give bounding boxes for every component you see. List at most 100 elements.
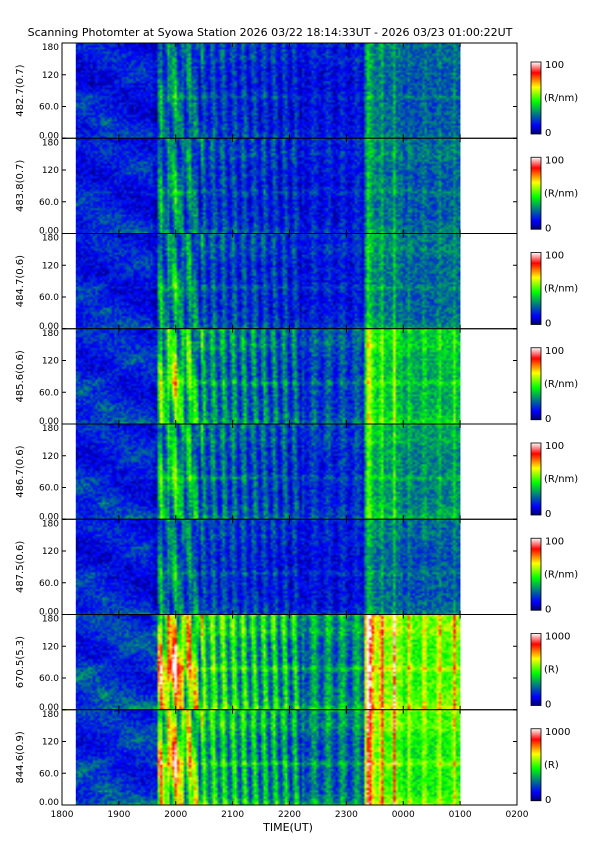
y-tick-label: 180 — [42, 138, 59, 148]
y-tick-label: 0.00 — [39, 512, 59, 522]
y-tick-label: 120 — [42, 357, 59, 367]
y-tick-label: 0.00 — [39, 798, 59, 808]
y-tick-label: 180 — [42, 329, 59, 339]
heatmap-0 — [75, 43, 461, 139]
x-tick-label: 2200 — [278, 810, 301, 820]
panel-5: 0.00 60.0 120 180 487.5(0.6) 100 (R/nm) 0 — [15, 518, 578, 618]
y-tick-label: 120 — [42, 642, 59, 652]
colorbar-max-label: 100 — [545, 155, 564, 166]
y-tick-label: 180 — [42, 710, 59, 720]
colorbar-max-label: 100 — [545, 346, 564, 357]
colorbar — [530, 537, 542, 611]
y-tick-label: 180 — [42, 424, 59, 434]
y-tick-label: 60.0 — [39, 579, 59, 589]
channel-label: 483.8(0.7) — [15, 160, 26, 212]
colorbar-unit-label: (R/nm) — [544, 569, 578, 580]
panel-0: 0.00 60.0 120 180 482.7(0.7) 100 (R/nm) 0 — [15, 42, 578, 141]
colorbar — [530, 347, 542, 421]
colorbar-unit-label: (R/nm) — [544, 93, 578, 104]
y-tick-label: 0.00 — [39, 131, 59, 141]
colorbar-max-label: 100 — [545, 441, 564, 452]
colorbar-min-label: 0 — [545, 223, 551, 234]
panel-1: 0.00 60.0 120 180 483.8(0.7) 100 (R/nm) 0 — [15, 137, 578, 237]
colorbar — [530, 156, 542, 230]
x-axis: 1800 1900 2000 2100 2200 2300 0000 0100 0200 — [51, 43, 529, 820]
y-tick-label: 0.00 — [39, 703, 59, 713]
colorbar-unit-label: (R) — [544, 665, 559, 676]
y-tick-label: 120 — [42, 71, 59, 81]
y-tick-label: 60.0 — [39, 769, 59, 779]
x-tick-label: 0000 — [392, 810, 415, 820]
y-tick-label: 120 — [42, 166, 59, 176]
y-tick-label: 180 — [42, 43, 59, 53]
colorbar — [530, 442, 542, 516]
x-tick-label: 2100 — [221, 810, 244, 820]
colorbar-min-label: 0 — [545, 509, 551, 520]
heatmap-3 — [75, 328, 461, 424]
colorbar-unit-label: (R/nm) — [544, 188, 578, 199]
heatmap-4 — [75, 424, 461, 520]
colorbar-min-label: 0 — [545, 319, 551, 330]
channel-label: 484.7(0.6) — [15, 255, 26, 307]
x-tick-label: 2000 — [164, 810, 187, 820]
y-tick-label: 60.0 — [39, 103, 59, 113]
y-tick-label: 120 — [42, 261, 59, 271]
colorbar-max-label: 100 — [545, 536, 564, 547]
channel-label: 844.6(0.9) — [15, 731, 26, 783]
y-tick-label: 0.00 — [39, 417, 59, 427]
channel-label: 486.7(0.6) — [15, 445, 26, 497]
channel-label: 670.5(5.3) — [15, 636, 26, 688]
colorbar — [530, 61, 542, 135]
y-tick-label: 120 — [42, 452, 59, 462]
colorbar — [530, 728, 542, 802]
x-tick-label: 1900 — [107, 810, 130, 820]
panel-7: 0.00 60.0 120 180 844.6(0.9) 1000 (R) 0 — [15, 709, 570, 808]
panel-3: 0.00 60.0 120 180 485.6(0.6) 100 (R/nm) 0 — [15, 328, 578, 427]
colorbar-min-label: 0 — [545, 128, 551, 139]
y-tick-label: 60.0 — [39, 674, 59, 684]
panel-6: 0.00 60.0 120 180 670.5(5.3) 1000 (R) 0 — [15, 614, 570, 713]
y-tick-label: 60.0 — [39, 484, 59, 494]
channel-label: 482.7(0.7) — [15, 64, 26, 116]
colorbar-min-label: 0 — [545, 604, 551, 615]
x-tick-label: 1800 — [51, 810, 74, 820]
colorbar — [530, 252, 542, 325]
x-tick-label: 2300 — [335, 810, 358, 820]
x-axis-label: TIME(UT) — [262, 821, 313, 834]
colorbar-min-label: 0 — [545, 700, 551, 711]
x-tick-label: 0100 — [449, 810, 472, 820]
panel-2: 0.00 60.0 120 180 484.7(0.6) 100 (R/nm) 0 — [15, 233, 578, 332]
y-tick-label: 60.0 — [39, 293, 59, 303]
heatmap-2 — [75, 233, 461, 329]
heatmap-5 — [75, 519, 461, 615]
y-tick-label: 60.0 — [39, 198, 59, 208]
y-tick-label: 0.00 — [39, 608, 59, 618]
colorbar-unit-label: (R/nm) — [544, 379, 578, 390]
heatmap-7 — [75, 709, 461, 805]
y-tick-label: 120 — [42, 547, 59, 557]
colorbar-unit-label: (R/nm) — [544, 474, 578, 485]
colorbar — [530, 633, 542, 706]
figure-title: Scanning Photomter at Syowa Station 2026… — [28, 26, 513, 39]
y-tick-label: 0.00 — [39, 322, 59, 332]
panel-4: 0.00 60.0 120 180 486.7(0.6) 100 (R/nm) 0 — [15, 423, 578, 522]
y-tick-label: 60.0 — [39, 388, 59, 398]
y-tick-label: 180 — [42, 615, 59, 625]
y-tick-label: 120 — [42, 738, 59, 748]
colorbar-min-label: 0 — [545, 414, 551, 425]
y-tick-label: 180 — [42, 519, 59, 529]
colorbar-max-label: 100 — [545, 251, 564, 262]
heatmap-6 — [75, 614, 461, 710]
channel-label: 487.5(0.6) — [15, 541, 26, 593]
heatmap-1 — [75, 138, 461, 234]
colorbar-max-label: 1000 — [545, 632, 570, 643]
channel-label: 485.6(0.6) — [15, 350, 26, 402]
x-tick-label: 0200 — [506, 810, 529, 820]
colorbar-unit-label: (R/nm) — [544, 284, 578, 295]
colorbar-max-label: 100 — [545, 60, 564, 71]
y-tick-label: 0.00 — [39, 227, 59, 237]
panel-stack: 0.00 60.0 120 180 482.7(0.7) 100 (R/nm) 0 0.00 60… — [15, 42, 578, 808]
y-tick-label: 180 — [42, 234, 59, 244]
colorbar-max-label: 1000 — [545, 727, 570, 738]
